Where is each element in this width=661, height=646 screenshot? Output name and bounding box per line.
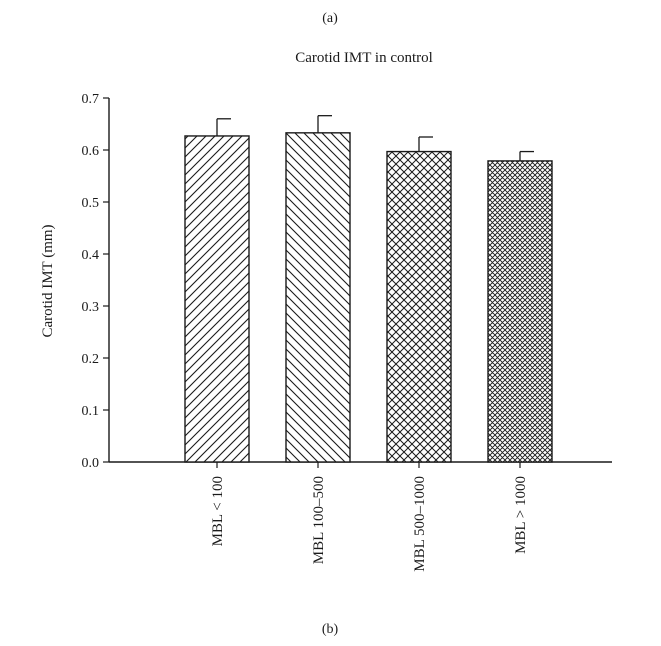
plot-area: 0.0 0.1 0.2 0.3 0.4 0.5 0.6 0.7 MBL < 100 MBL 100… — [82, 92, 612, 572]
y-tick-label: 0.7 — [82, 92, 100, 107]
bar — [285, 132, 351, 463]
x-tick-label: MBL 500–1000 — [412, 476, 428, 572]
chart-title: Carotid IMT in control — [295, 50, 433, 66]
x-tick-label: MBL 100–500 — [311, 476, 327, 564]
x-tick-label: MBL < 100 — [210, 476, 226, 546]
bar — [184, 135, 250, 463]
y-tick-label: 0.0 — [82, 456, 100, 471]
bar — [386, 150, 452, 463]
y-tick-label: 0.3 — [82, 300, 100, 315]
y-tick-label: 0.4 — [82, 248, 100, 263]
panel-label-bottom: (b) — [322, 622, 339, 637]
x-tick-label: MBL > 1000 — [513, 476, 529, 554]
bar — [487, 160, 553, 463]
y-tick-label: 0.6 — [82, 144, 100, 159]
y-tick-label: 0.2 — [82, 352, 100, 367]
panel-label-top: (a) — [322, 11, 338, 26]
y-tick-label: 0.5 — [82, 196, 100, 211]
y-axis-label: Carotid IMT (mm) — [40, 224, 56, 337]
y-tick-label: 0.1 — [82, 404, 100, 419]
